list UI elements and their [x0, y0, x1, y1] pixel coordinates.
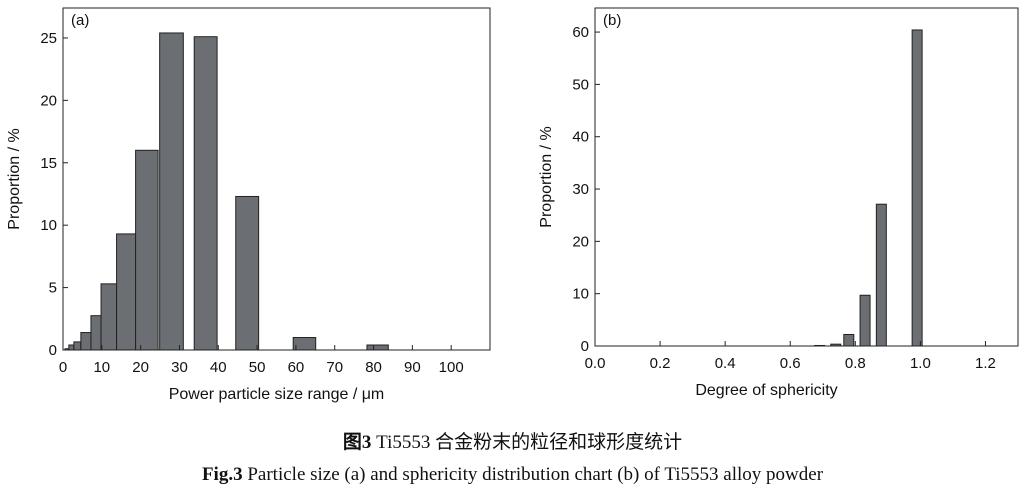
caption-cn: 图3 Ti5553 合金粉末的粒径和球形度统计	[0, 427, 1025, 454]
panel-b-y-tick-label: 20	[572, 233, 589, 250]
panel-a-x-tick-label: 80	[365, 359, 382, 376]
panel-a-x-tick-label: 90	[404, 359, 421, 376]
panel-b-x-tick-label: 0.0	[585, 355, 606, 372]
caption-cn-text: Ti5553 合金粉末的粒径和球形度统计	[371, 432, 683, 453]
panel-a-x-tick-label: 30	[171, 359, 188, 376]
panel-a-x-tick-label: 100	[439, 359, 464, 376]
panel-a-x-tick-label: 50	[249, 359, 266, 376]
panel-b-x-tick-label: 0.6	[780, 355, 801, 372]
panel-a-bar	[193, 36, 218, 351]
panel-a-x-axis-title: Power particle size range / μm	[169, 386, 385, 403]
panel-a-x-tick-label: 40	[210, 359, 227, 376]
panel-b-label: (b)	[603, 12, 621, 29]
panel-a-bar	[68, 344, 75, 351]
panel-a-frame	[62, 7, 491, 351]
panel-b-x-axis-title: Degree of sphericity	[695, 382, 837, 399]
panel-b-y-tick-label: 50	[572, 76, 589, 93]
panel-a-x-tick-label: 70	[326, 359, 343, 376]
caption-en-label: Fig.3	[201, 464, 243, 485]
panel-a-label: (a)	[71, 12, 89, 29]
panel-b-y-axis-title: Proportion / %	[538, 126, 555, 227]
panel-a-bar	[73, 341, 82, 351]
caption-cn-label: 图3	[342, 432, 372, 453]
panel-b-bar	[911, 29, 923, 347]
panel-a-x-tick-label: 60	[288, 359, 305, 376]
panel-a-y-tick-label: 5	[49, 280, 57, 297]
panel-b-bar	[843, 333, 855, 347]
panel-b-x-tick-label: 0.2	[650, 355, 671, 372]
panel-a-x-tick-label: 10	[93, 359, 110, 376]
panel-a-bar	[135, 149, 159, 351]
panel-a-y-tick-label: 0	[49, 342, 57, 359]
panel-a-bar	[100, 283, 118, 351]
panel-a-bar	[235, 195, 260, 351]
panel-a-y-tick-label: 10	[40, 217, 57, 234]
panel-a-y-tick-label: 15	[40, 155, 57, 172]
figure-charts: 0 10 20 30 40 50 60 70 80 90 1000510152025(a)Power…	[6, 7, 1019, 403]
panel-b-bar	[875, 203, 887, 347]
panel-b-y-tick-label: 60	[572, 24, 589, 41]
panel-a-y-axis-title: Proportion / %	[6, 128, 23, 229]
panel-b-x-tick-label: 0.4	[715, 355, 736, 372]
panel-b-y-tick-label: 30	[572, 181, 589, 198]
panel-b-x-tick-label: 1.0	[910, 355, 931, 372]
panel-a-bar	[159, 32, 184, 351]
panel-b-x-tick-label: 1.2	[975, 355, 996, 372]
panel-b-y-tick-label: 0	[581, 338, 589, 355]
panel-a-x-tick-label: 0	[59, 359, 67, 376]
panel-a-y-tick-label: 25	[40, 30, 57, 47]
panel-b-y-tick-label: 10	[572, 286, 589, 303]
panel-a-bar	[116, 233, 137, 351]
panel-a-bar	[90, 315, 102, 351]
panel-b-frame	[594, 7, 1019, 347]
panel-b-y-tick-label: 40	[572, 129, 589, 146]
panel-a-x-tick-label: 20	[132, 359, 149, 376]
panel-a-bar	[366, 344, 389, 351]
panel-a-bar	[80, 332, 92, 351]
panel-a-y-tick-label: 20	[40, 92, 57, 109]
panel-b-bar	[859, 294, 871, 347]
panel-b-x-tick-label: 0.8	[845, 355, 866, 372]
caption-en-text: Particle size (a) and sphericity distrib…	[242, 464, 824, 485]
caption-en: Fig.3 Particle size (a) and sphericity d…	[0, 464, 1025, 486]
panel-a-bar	[292, 337, 317, 351]
